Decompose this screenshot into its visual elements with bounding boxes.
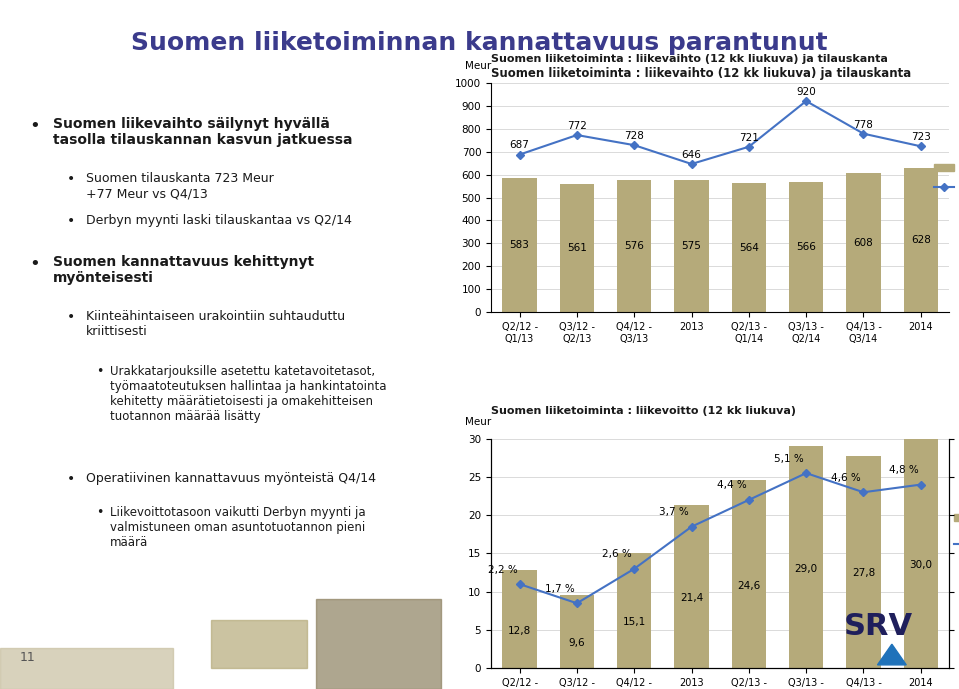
Text: •: • [29, 117, 39, 135]
Bar [503, 570, 537, 668]
Bar [560, 595, 595, 668]
Bar [674, 504, 709, 668]
Text: Liikevoittotasoon vaikutti Derbyn myynti ja
valmistuneen oman asuntotuotannon pi: Liikevoittotasoon vaikutti Derbyn myynti… [110, 506, 366, 549]
Legend: Liikevoitto
(12 kk), Liikevoitto-
%: Liikevoitto (12 kk), Liikevoitto- % [949, 502, 959, 559]
Text: •: • [67, 472, 76, 486]
Bar [617, 553, 651, 668]
Text: 687: 687 [509, 141, 529, 150]
Text: 15,1: 15,1 [622, 617, 645, 627]
Text: 5,1 %: 5,1 % [774, 453, 804, 464]
Text: 778: 778 [854, 119, 874, 130]
Text: 561: 561 [567, 243, 587, 253]
Bar [846, 455, 880, 668]
Text: SRV: SRV [844, 612, 913, 641]
Text: 575: 575 [682, 241, 701, 251]
Bar [789, 183, 824, 312]
Bar [846, 173, 880, 312]
Text: Kiinteähintaiseen urakointiin suhtauduttu
kriittisesti: Kiinteähintaiseen urakointiin suhtaudutt… [86, 310, 345, 338]
Bar [503, 178, 537, 312]
Text: 608: 608 [854, 238, 874, 247]
Text: 29,0: 29,0 [795, 564, 818, 574]
Bar [903, 168, 938, 312]
Text: 1,7 %: 1,7 % [545, 584, 574, 594]
Bar [732, 183, 766, 312]
Bar [789, 446, 824, 668]
Text: Meur: Meur [465, 61, 491, 71]
Text: Suomen liiketoiminta : liikevaihto (12 kk liukuva) ja tilauskanta: Suomen liiketoiminta : liikevaihto (12 k… [491, 67, 911, 80]
Text: 920: 920 [796, 87, 816, 97]
Text: 30,0: 30,0 [909, 560, 932, 570]
Bar [560, 183, 595, 312]
Bar [674, 181, 709, 312]
Text: Suomen tilauskanta 723 Meur
+77 Meur vs Q4/13: Suomen tilauskanta 723 Meur +77 Meur vs … [86, 172, 274, 200]
Text: 576: 576 [624, 241, 644, 251]
Text: 583: 583 [509, 240, 529, 250]
Text: 2,6 %: 2,6 % [602, 549, 632, 559]
Text: 2,2 %: 2,2 % [487, 564, 517, 575]
Text: 3,7 %: 3,7 % [660, 507, 690, 517]
Bar [732, 480, 766, 668]
Legend: Liikevaihto
(12 kk), Tilauskanta: Liikevaihto (12 kk), Tilauskanta [929, 152, 959, 197]
Text: 646: 646 [682, 150, 701, 160]
Text: 723: 723 [911, 132, 930, 142]
Text: 11: 11 [19, 651, 35, 664]
Text: 4,8 %: 4,8 % [889, 465, 919, 475]
Text: 12,8: 12,8 [508, 626, 531, 636]
Bar [903, 439, 938, 668]
Text: 564: 564 [738, 243, 759, 253]
Text: Suomen liiketoiminnan kannattavuus parantunut: Suomen liiketoiminnan kannattavuus paran… [131, 31, 828, 55]
Text: Urakkatarjouksille asetettu katetavoitetasot,
työmaatoteutuksen hallintaa ja han: Urakkatarjouksille asetettu katetavoitet… [110, 365, 386, 423]
Text: 566: 566 [796, 243, 816, 252]
Text: Meur: Meur [465, 417, 491, 427]
Bar [617, 180, 651, 312]
Text: 721: 721 [738, 132, 759, 143]
Text: 21,4: 21,4 [680, 593, 703, 603]
Text: 27,8: 27,8 [852, 568, 875, 578]
Text: •: • [29, 255, 39, 273]
Text: Operatiivinen kannattavuus myönteistä Q4/14: Operatiivinen kannattavuus myönteistä Q4… [86, 472, 376, 485]
Text: •: • [67, 310, 76, 324]
Text: Suomen liiketoiminta : liikevaihto (12 kk liukuva) ja tilauskanta: Suomen liiketoiminta : liikevaihto (12 k… [491, 54, 888, 64]
Text: •: • [96, 506, 104, 520]
Text: Suomen liiketoiminta : liikevoitto (12 kk liukuva): Suomen liiketoiminta : liikevoitto (12 k… [491, 406, 796, 415]
Text: •: • [96, 365, 104, 378]
Text: 24,6: 24,6 [737, 581, 760, 590]
Text: •: • [67, 172, 76, 186]
Text: 4,6 %: 4,6 % [831, 473, 861, 483]
Text: Derbyn myynti laski tilauskantaa vs Q2/14: Derbyn myynti laski tilauskantaa vs Q2/1… [86, 214, 352, 227]
Text: 772: 772 [567, 121, 587, 131]
Text: 728: 728 [624, 131, 644, 141]
Text: 9,6: 9,6 [569, 638, 585, 648]
Text: 628: 628 [911, 235, 930, 245]
Text: Suomen kannattavuus kehittynyt
myönteisesti: Suomen kannattavuus kehittynyt myönteise… [53, 255, 314, 285]
Text: Suomen liikevaihto säilynyt hyvällä
tasolla tilauskannan kasvun jatkuessa: Suomen liikevaihto säilynyt hyvällä taso… [53, 117, 352, 147]
Text: •: • [67, 214, 76, 227]
Text: 4,4 %: 4,4 % [716, 480, 746, 491]
